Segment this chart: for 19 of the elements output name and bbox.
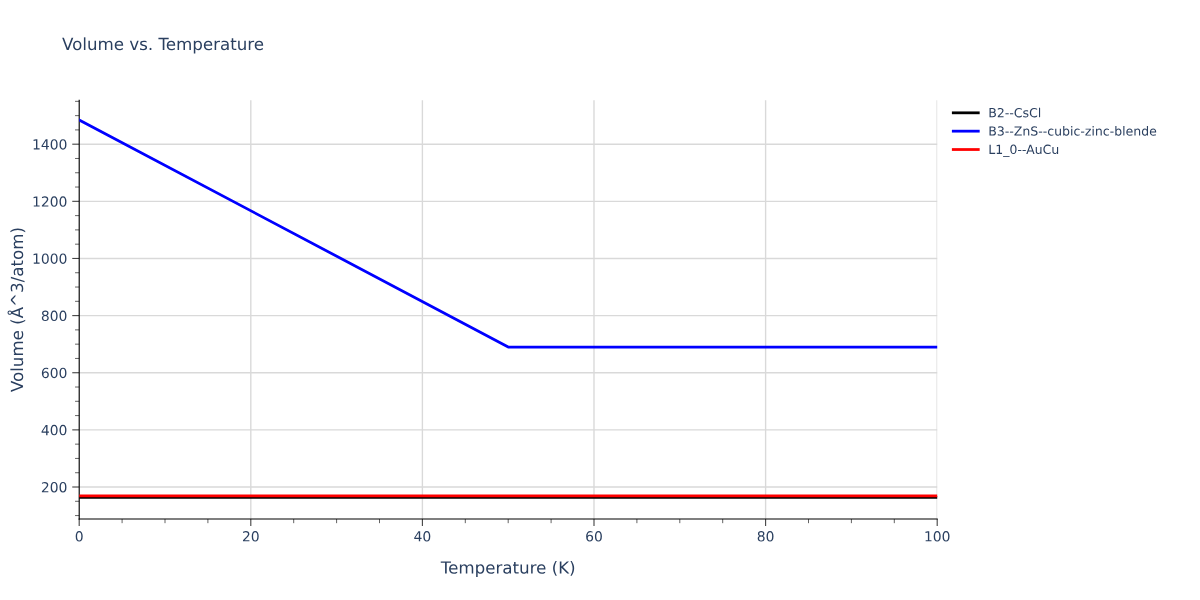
x-tick-label: 0 bbox=[75, 531, 83, 542]
y-tick-label: 1000 bbox=[33, 253, 67, 264]
x-tick-label: 80 bbox=[757, 531, 774, 542]
chart-title: Volume vs. Temperature bbox=[62, 37, 264, 54]
y-tick-label: 1400 bbox=[33, 139, 67, 150]
y-tick-label: 800 bbox=[41, 310, 67, 322]
y-tick-label: 400 bbox=[41, 424, 67, 436]
legend-label: B3--ZnS--cubic-zinc-blende bbox=[989, 126, 1157, 136]
y-tick-label: 200 bbox=[41, 481, 67, 493]
x-tick-label: 100 bbox=[925, 531, 950, 542]
x-axis-title: Temperature (K) bbox=[440, 560, 575, 578]
legend-label: B2--CsCl bbox=[989, 107, 1041, 118]
legend-label: L1_0--AuCu bbox=[989, 144, 1059, 157]
x-tick-label: 40 bbox=[414, 531, 431, 542]
y-tick-label: 600 bbox=[41, 367, 67, 379]
y-axis-title: Volume (Å^3/atom) bbox=[7, 228, 26, 392]
x-tick-label: 20 bbox=[242, 531, 259, 542]
x-tick-label: 60 bbox=[586, 531, 602, 542]
y-tick-label: 1200 bbox=[33, 196, 67, 207]
